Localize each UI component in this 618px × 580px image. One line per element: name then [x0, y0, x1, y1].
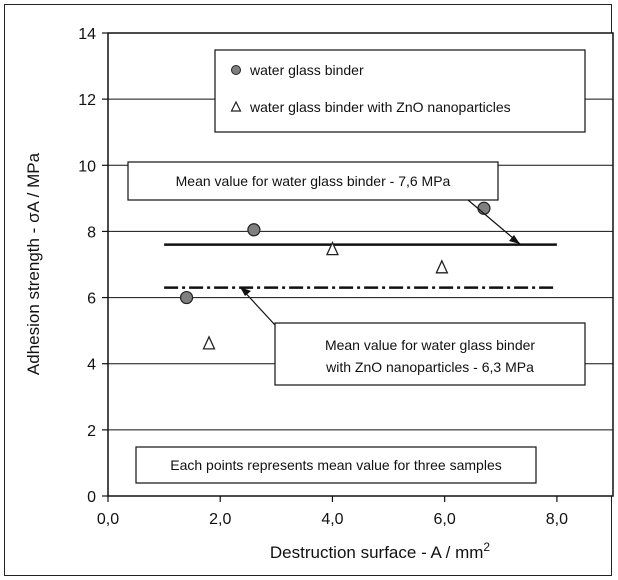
legend-label-zno: water glass binder with ZnO nanoparticle… — [249, 99, 511, 115]
y-tick-label-0: 0 — [87, 489, 96, 506]
arrow-head-1 — [509, 235, 520, 244]
point-circle-2 — [477, 201, 491, 215]
mean-label-box-2: Mean value for water glass binder with Z… — [274, 322, 586, 386]
y-tick-label-6: 12 — [78, 92, 96, 109]
point-triangle-0 — [202, 335, 216, 350]
mean-lines — [164, 243, 557, 289]
x-tick-label-2: 4,0 — [321, 511, 343, 528]
x-tick-label-3: 6,0 — [434, 511, 456, 528]
note-text: Each points represents mean value for th… — [170, 457, 502, 473]
x-tick-label-4: 8,0 — [546, 511, 568, 528]
mean-label-2-line2: with ZnO nanoparticles - 6,3 MPa — [325, 359, 534, 375]
legend-triangle-marker — [230, 100, 242, 112]
point-circle-1 — [247, 223, 261, 237]
data-points — [179, 201, 491, 350]
x-axis-label: Destruction surface - A / mm2 — [270, 540, 491, 562]
legend-label-water-glass: water glass binder — [249, 62, 364, 78]
x-tick-label-1: 2,0 — [209, 511, 231, 528]
y-tick-label-3: 6 — [87, 291, 96, 308]
y-tick-label-4: 8 — [87, 224, 96, 241]
mean-label-2-line1: Mean value for water glass binder — [325, 337, 535, 353]
y-axis-label: Adhesion strength - σA / MPa — [24, 152, 43, 375]
note-box: Each points represents mean value for th… — [135, 446, 537, 484]
y-tick-labels: 0 2 4 6 8 10 12 14 — [78, 26, 108, 506]
point-triangle-2 — [435, 259, 449, 274]
legend-circle-marker — [231, 65, 241, 75]
arrow-line-1 — [467, 199, 521, 245]
x-tick-label-0: 0,0 — [97, 511, 119, 528]
point-triangle-1 — [325, 241, 339, 256]
legend: water glass binder water glass binder wi… — [214, 49, 586, 133]
y-tick-label-2: 4 — [87, 357, 96, 374]
mean-label-box-1: Mean value for water glass binder - 7,6 … — [127, 161, 499, 201]
y-tick-label-5: 10 — [78, 158, 96, 175]
point-circle-0 — [179, 290, 194, 305]
y-tick-label-7: 14 — [78, 26, 96, 43]
arrow-head-2 — [240, 287, 251, 296]
mean-label-1: Mean value for water glass binder - 7,6 … — [176, 173, 451, 189]
x-tick-labels: 0,0 2,0 4,0 6,0 8,0 — [97, 496, 568, 528]
y-tick-label-1: 2 — [87, 423, 96, 440]
